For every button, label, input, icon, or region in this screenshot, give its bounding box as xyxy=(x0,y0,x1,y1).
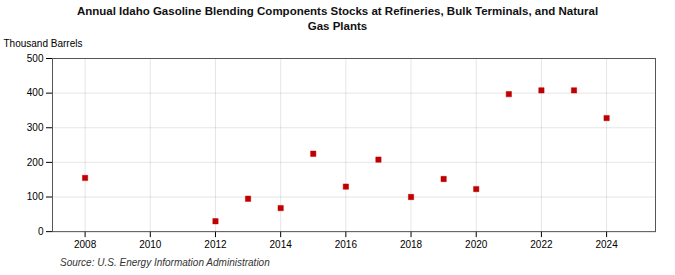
svg-text:300: 300 xyxy=(27,122,44,133)
svg-text:100: 100 xyxy=(27,191,44,202)
svg-text:2014: 2014 xyxy=(270,239,293,250)
svg-text:400: 400 xyxy=(27,87,44,98)
html-text:Source: U.S. Energy Informatio: Source: U.S. Energy Information Administ… xyxy=(60,257,270,268)
svg-text:500: 500 xyxy=(27,53,44,64)
html-text:Annual Idaho Gasoline Blending: Annual Idaho Gasoline Blending Component… xyxy=(76,5,599,32)
svg-text:200: 200 xyxy=(27,156,44,167)
svg-text:2020: 2020 xyxy=(465,239,488,250)
svg-text:2018: 2018 xyxy=(400,239,423,250)
svg-text:2022: 2022 xyxy=(530,239,553,250)
svg-text:2012: 2012 xyxy=(204,239,227,250)
svg-text:2024: 2024 xyxy=(595,239,618,250)
svg-text:Thousand Barrels: Thousand Barrels xyxy=(4,37,83,48)
svg-text:2010: 2010 xyxy=(139,239,162,250)
svg-text:2008: 2008 xyxy=(74,239,97,250)
svg-text:0: 0 xyxy=(38,226,44,237)
svg-text:2016: 2016 xyxy=(335,239,358,250)
